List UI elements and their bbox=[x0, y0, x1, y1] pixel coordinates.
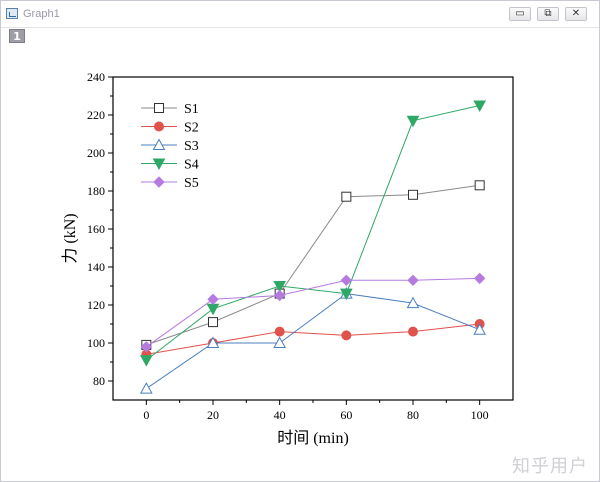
legend-label-s4: S4 bbox=[184, 158, 199, 173]
y-tick-label: 200 bbox=[87, 146, 105, 160]
y-tick-label: 160 bbox=[87, 222, 105, 236]
legend-label-s5: S5 bbox=[184, 176, 199, 191]
legend-marker-s4 bbox=[152, 158, 166, 171]
data-point-s5 bbox=[407, 274, 419, 287]
data-point-s4 bbox=[339, 288, 353, 301]
data-point-s1 bbox=[208, 317, 218, 328]
x-tick-label: 100 bbox=[471, 408, 489, 422]
legend-marker-s1 bbox=[154, 103, 164, 113]
y-tick-label: 120 bbox=[87, 298, 105, 312]
restore-button[interactable]: ⧉ bbox=[537, 7, 559, 21]
data-point-s3 bbox=[206, 336, 220, 348]
x-tick-label: 60 bbox=[340, 408, 352, 422]
data-point-s3 bbox=[406, 296, 420, 309]
y-tick-label: 180 bbox=[87, 184, 105, 198]
window-title: Graph1 bbox=[23, 8, 60, 20]
close-button[interactable]: ✕ bbox=[565, 7, 587, 21]
data-point-s5 bbox=[273, 289, 286, 302]
layer-tab-1[interactable]: 1 bbox=[9, 29, 25, 43]
data-point-s1 bbox=[474, 180, 485, 191]
data-point-s2 bbox=[408, 326, 418, 337]
legend-marker-s5 bbox=[153, 176, 165, 188]
data-point-s4 bbox=[473, 100, 487, 113]
close-icon: ✕ bbox=[571, 8, 581, 19]
data-point-s3 bbox=[139, 382, 153, 394]
data-point-s3 bbox=[273, 336, 287, 348]
legend-label-s2: S2 bbox=[184, 121, 199, 136]
data-point-s4 bbox=[139, 355, 153, 367]
y-tick-label: 220 bbox=[87, 108, 105, 122]
minimize-icon: ▭ bbox=[515, 8, 525, 19]
data-point-s4 bbox=[406, 115, 420, 128]
minimize-button[interactable]: ▭ bbox=[509, 7, 531, 21]
legend-label-s3: S3 bbox=[184, 139, 199, 154]
legend-label-s1: S1 bbox=[184, 102, 199, 117]
y-tick-label: 140 bbox=[87, 260, 105, 274]
plot-frame bbox=[112, 76, 514, 401]
restore-icon: ⧉ bbox=[544, 8, 552, 19]
data-point-s5 bbox=[140, 341, 153, 353]
y-tick-label: 240 bbox=[87, 70, 105, 84]
data-point-s1 bbox=[408, 189, 418, 200]
y-tick-label: 100 bbox=[87, 336, 105, 350]
data-point-s2 bbox=[274, 326, 285, 337]
data-point-s5 bbox=[340, 274, 353, 287]
x-axis-label: 时间 (min) bbox=[277, 429, 349, 447]
watermark: 知乎用户 bbox=[512, 456, 588, 477]
data-point-s5 bbox=[473, 272, 486, 285]
data-point-s1 bbox=[341, 191, 352, 202]
series-line-s4 bbox=[146, 105, 480, 361]
data-point-s4 bbox=[273, 281, 287, 293]
series-line-s3 bbox=[146, 293, 480, 390]
legend-marker-s2 bbox=[154, 121, 164, 132]
x-tick-label: 20 bbox=[207, 408, 219, 422]
data-point-s4 bbox=[206, 303, 220, 316]
series-line-s2 bbox=[146, 323, 480, 355]
x-tick-label: 0 bbox=[143, 408, 149, 422]
data-point-s3 bbox=[473, 323, 487, 335]
y-axis-label: 力 (kN) bbox=[61, 213, 79, 263]
legend-marker-s3 bbox=[152, 138, 166, 150]
data-point-s5 bbox=[207, 293, 219, 306]
data-point-s2 bbox=[341, 330, 352, 341]
x-tick-label: 40 bbox=[274, 408, 286, 422]
line-chart: 0 20 40 60 80 100 80 100 120 140 160 180 200 220 240 时间… bbox=[61, 70, 514, 447]
y-tick-label: 80 bbox=[93, 374, 105, 388]
series-line-s5 bbox=[146, 277, 480, 348]
title-bar[interactable]: Graph1 ▭ ⧉ ✕ bbox=[1, 1, 599, 28]
x-tick-label: 80 bbox=[407, 408, 419, 422]
series-line-s1 bbox=[146, 184, 480, 346]
graph-window-icon bbox=[6, 8, 18, 19]
